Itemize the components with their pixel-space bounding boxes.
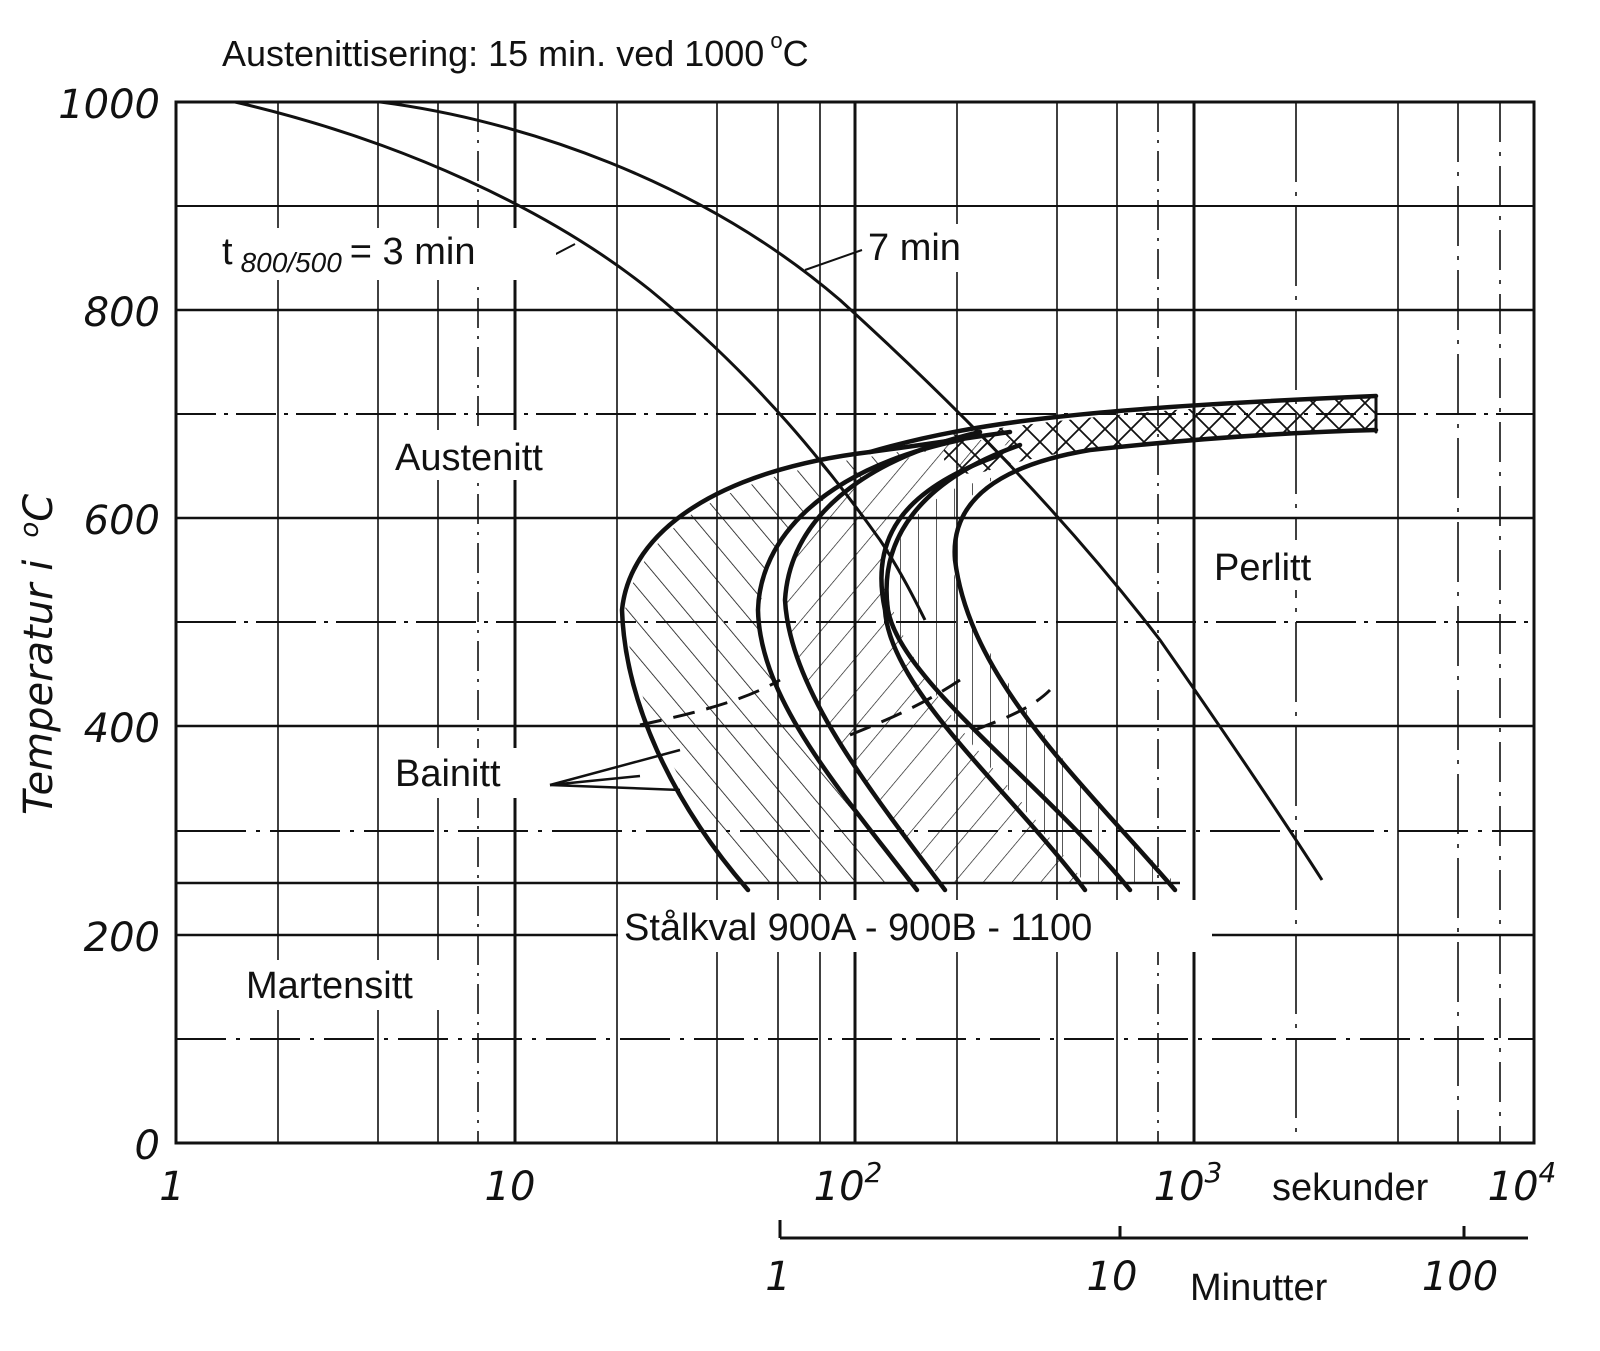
region-900a [625,440,970,883]
svg-text:1000: 1000 [58,82,160,128]
x-axis-label-seconds: sekunder [1272,1167,1429,1209]
svg-text:10: 10 [485,1164,536,1210]
y-tick-labels: 1000 800 600 400 200 0 [58,82,160,1169]
leader-7min [804,249,863,271]
svg-text:100: 100 [1422,1254,1498,1300]
curve-900b-end [879,452,1088,893]
x2-tick-labels: 1 10 100 [765,1254,1498,1300]
svg-text:400: 400 [84,706,160,752]
label-steel-grades: Stålkval 900A - 900B - 1100 [624,907,1092,949]
label-cooling-3min: t 800/500 = 3 min [222,231,475,278]
cooling-curves [234,100,1324,881]
y-axis-label: Temperatur ioC [15,494,62,815]
label-austenitt: Austenitt [395,437,543,479]
cooling-curve-3min [234,100,927,621]
plot-frame [174,100,1536,1145]
region-labels: Austenitt Perlitt Bainitt Martensitt Stå… [218,224,1338,1010]
minutes-axis [778,1220,1528,1240]
chart-title: Austenittisering: 15 min. ved 1000 oC [222,28,809,74]
label-martensitt: Martensitt [246,965,413,1007]
curve-900a-start [619,429,1013,893]
curve-1100-end [952,427,1379,893]
curve-900a-end [755,437,963,893]
bainitt-leaders [549,748,681,792]
svg-text:102: 102 [814,1156,883,1210]
svg-text:1: 1 [159,1164,184,1210]
label-cooling-7min: 7 min [868,227,961,269]
curve-perlitt-top [867,393,1379,455]
svg-text:103: 103 [1154,1156,1223,1210]
curve-900b-start [782,429,983,893]
x-tick-labels: 1 10 102 103 104 [159,1156,1556,1210]
svg-text:10: 10 [1087,1254,1138,1300]
bainite-boundary [639,678,1052,737]
x-axis-label-minutes: Minutter [1190,1267,1328,1309]
svg-text:0: 0 [135,1123,160,1169]
region-1100 [884,475,1175,883]
transformation-curves [619,393,1379,893]
transformation-regions [625,396,1376,883]
region-perlitt-band [943,396,1376,474]
cooling-curve-7min [379,100,1324,881]
svg-text:800: 800 [84,290,160,336]
svg-text:200: 200 [84,915,160,961]
svg-text:1: 1 [765,1254,790,1300]
label-bainitt: Bainitt [395,753,501,795]
svg-text:104: 104 [1488,1156,1557,1210]
curve-1100-start [884,442,1133,893]
label-perlitt: Perlitt [1214,547,1312,589]
svg-text:600: 600 [84,498,160,544]
